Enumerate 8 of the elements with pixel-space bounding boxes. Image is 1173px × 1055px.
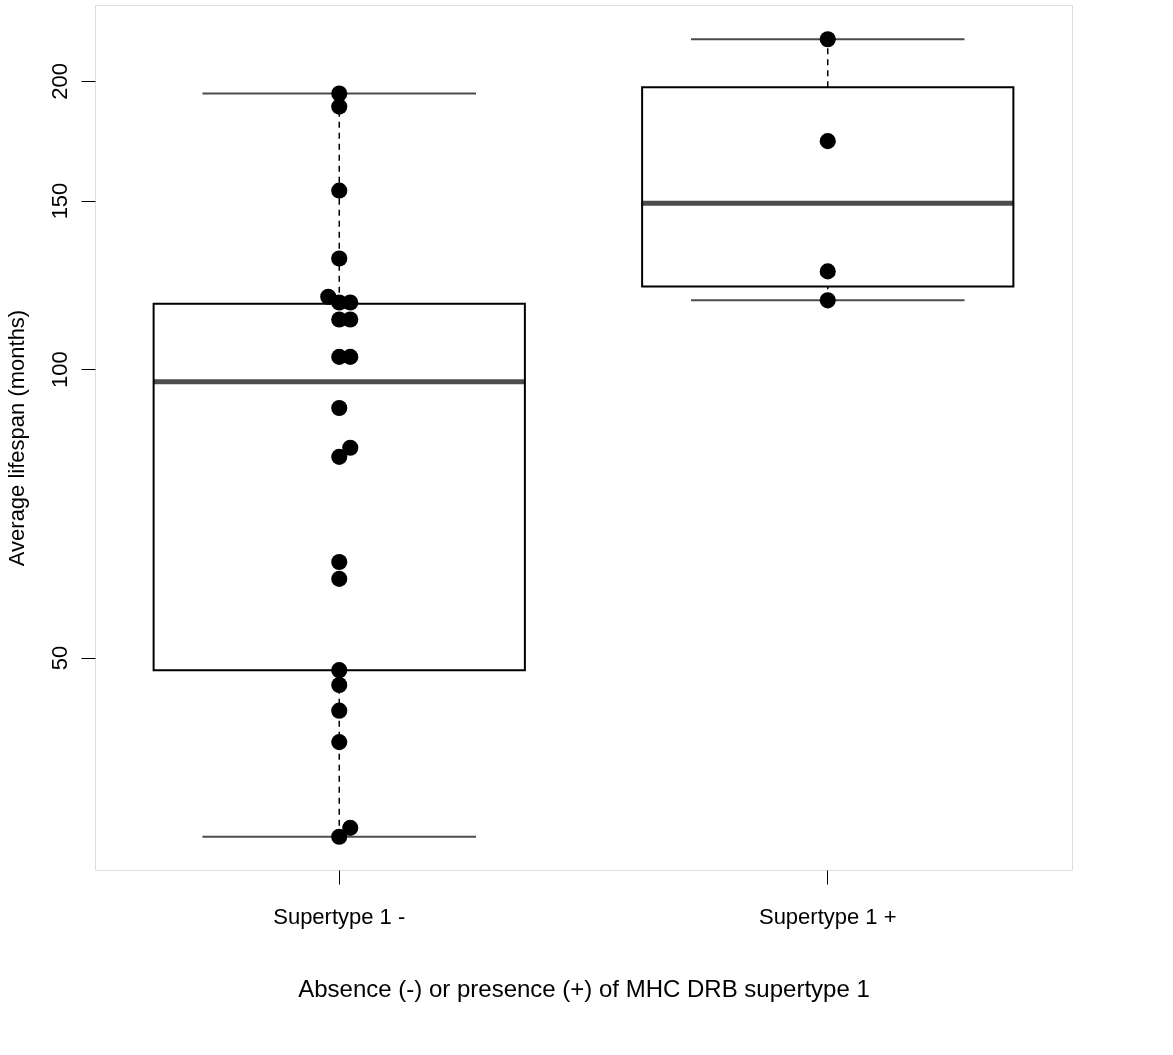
x-axis-title: Absence (-) or presence (+) of MHC DRB supertype 1: [298, 974, 870, 1002]
y-tick-label: 50: [46, 645, 72, 671]
y-tick-label: 100: [46, 351, 72, 389]
y-axis-title: Average lifespan (months): [3, 309, 29, 567]
x-tick-label: Supertype 1 -: [273, 903, 406, 929]
y-tick-label: 150: [46, 182, 72, 220]
x-tick-label: Supertype 1 +: [758, 903, 897, 929]
y-tick-label: 200: [46, 62, 72, 100]
